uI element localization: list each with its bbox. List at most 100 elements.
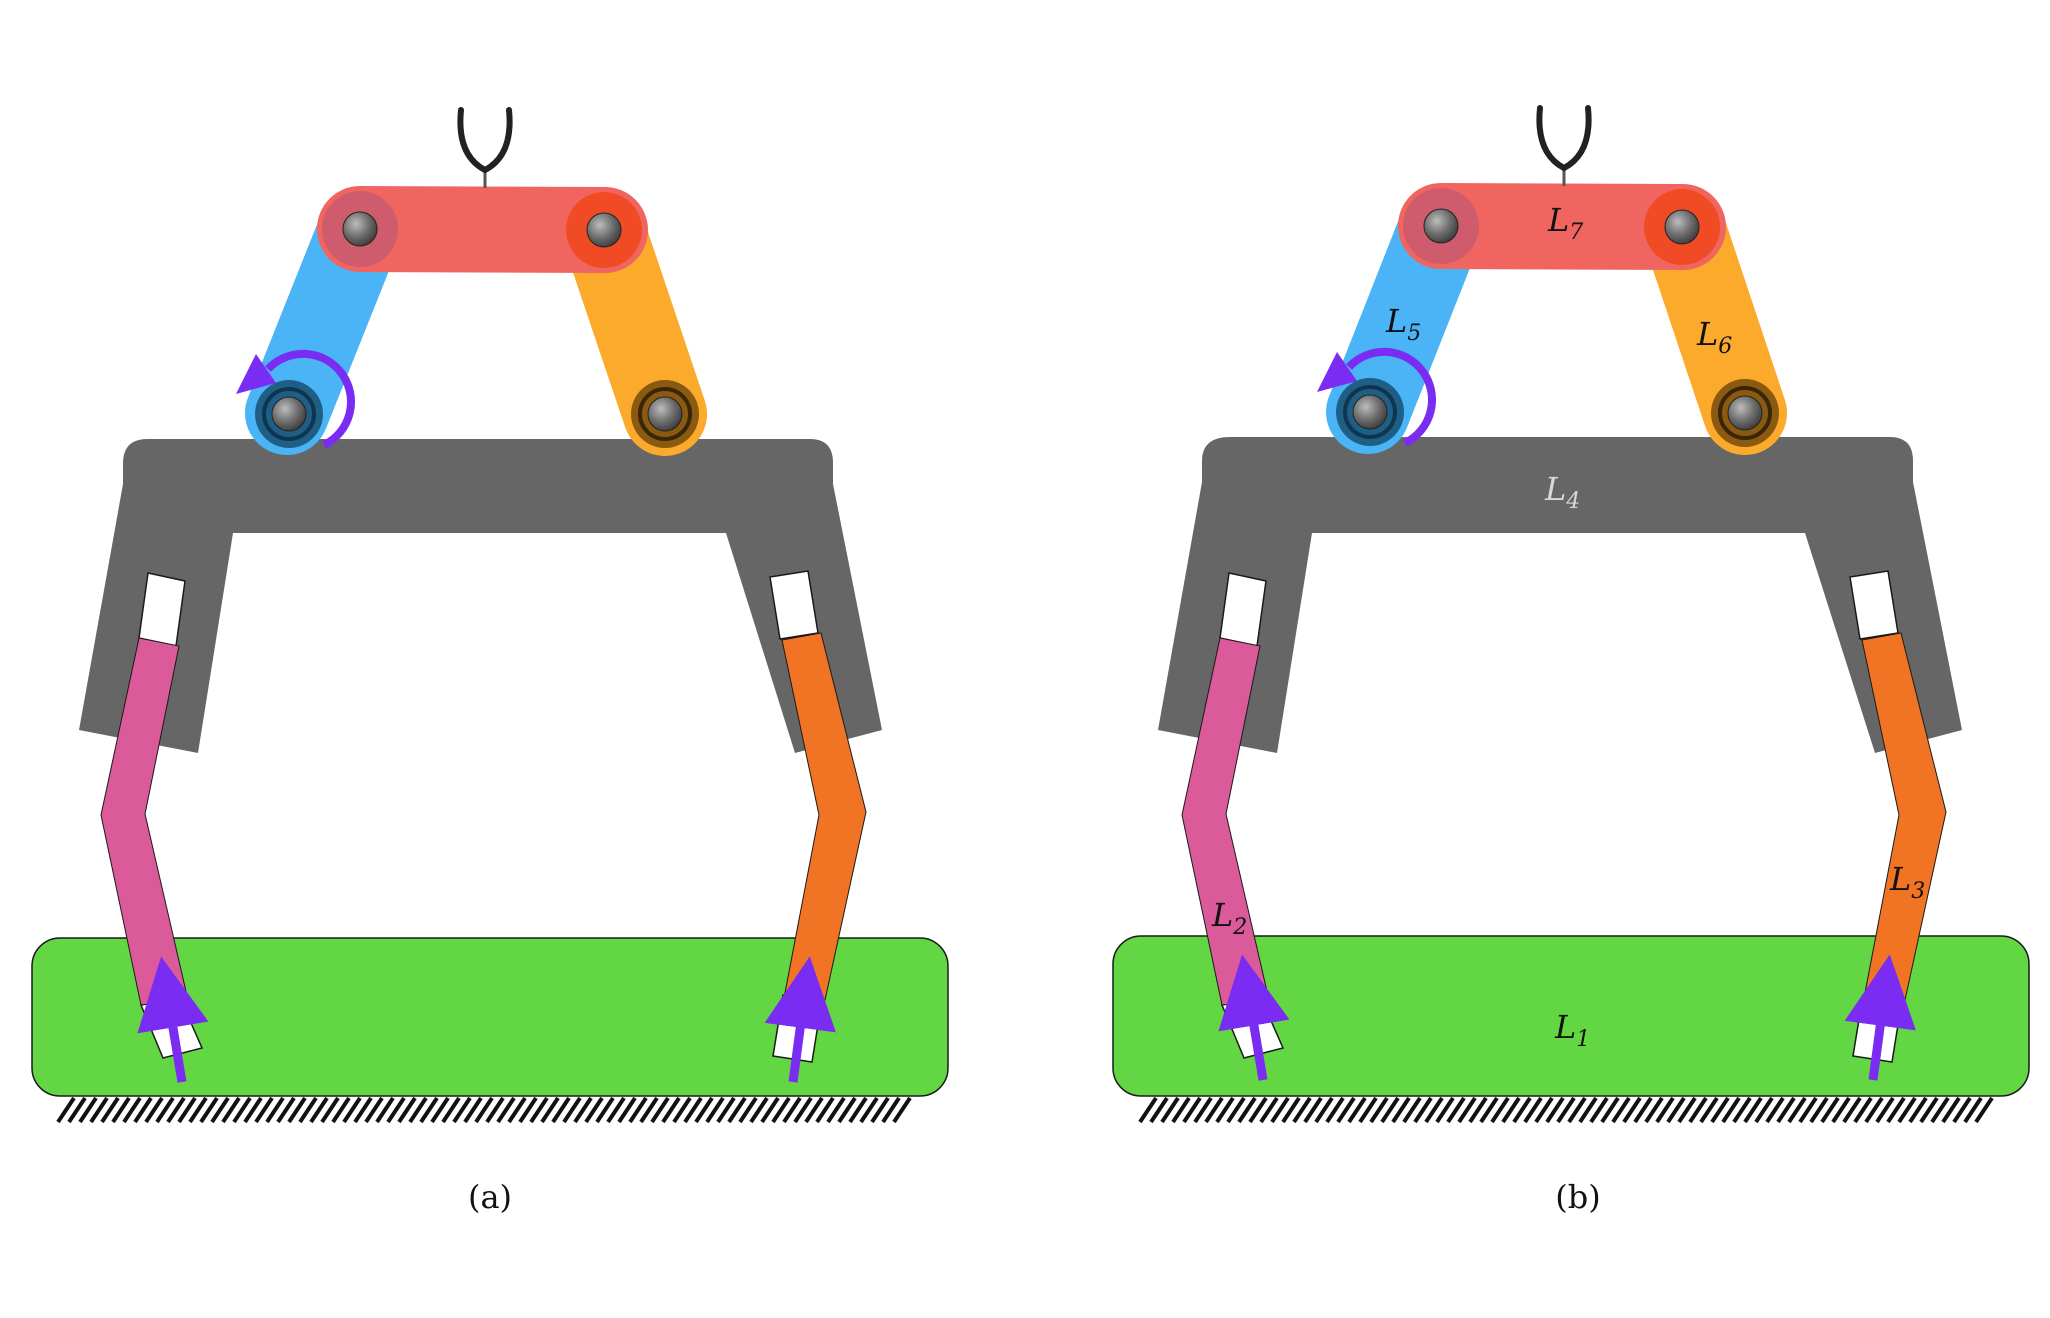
ground-hatch-stroke	[210, 1096, 230, 1124]
right-leg	[1844, 570, 1947, 1081]
right-leg-sleeve-top	[769, 570, 819, 640]
ground-hatch-stroke	[1743, 1096, 1763, 1124]
gripper-icon	[1536, 105, 1592, 186]
ground-hatch-stroke	[1270, 1096, 1290, 1124]
ground-hatch-stroke	[1820, 1096, 1840, 1124]
ground-hatch-stroke	[1160, 1096, 1180, 1124]
ground-hatch-stroke	[1523, 1096, 1543, 1124]
ground-hatch-stroke	[639, 1096, 659, 1124]
ground-hatch-stroke	[1754, 1096, 1774, 1124]
ground-hatch-stroke	[683, 1096, 703, 1124]
top-frame-link	[1158, 437, 1962, 753]
ground-hatch-stroke	[1732, 1096, 1752, 1124]
ground-hatch-stroke	[419, 1096, 439, 1124]
bearing-ring	[1718, 386, 1772, 440]
ground-hatch-stroke	[287, 1096, 307, 1124]
ground-hatch-stroke	[397, 1096, 417, 1124]
label-L4: L4	[1544, 470, 1580, 514]
ground-hatch-stroke	[1633, 1096, 1653, 1124]
ground-hatch-stroke	[1193, 1096, 1213, 1124]
red-link	[1398, 183, 1726, 270]
ground-hatch-stroke	[1787, 1096, 1807, 1124]
ground-hatch-stroke	[1215, 1096, 1235, 1124]
upper-linkage	[1317, 105, 1787, 455]
ground-hatch-stroke	[584, 1096, 604, 1124]
label-L2: L2	[1211, 896, 1247, 940]
ground-hatch-stroke	[1886, 1096, 1906, 1124]
ground-hatch-stroke	[155, 1096, 175, 1124]
ground-hatch-stroke	[1534, 1096, 1554, 1124]
ground-hatch-stroke	[1897, 1096, 1917, 1124]
ground-hatch-icon	[56, 1096, 912, 1124]
ground-hatch-stroke	[485, 1096, 505, 1124]
ground-hatch-stroke	[89, 1096, 109, 1124]
ground-hatch-stroke	[276, 1096, 296, 1124]
ground-hatch-stroke	[1600, 1096, 1620, 1124]
label-L3: L3	[1889, 860, 1925, 904]
ground-hatch-stroke	[617, 1096, 637, 1124]
ground-hatch-stroke	[243, 1096, 263, 1124]
panel-caption: (a)	[468, 1178, 512, 1216]
ground-hatch-stroke	[188, 1096, 208, 1124]
ground-hatch-stroke	[1402, 1096, 1422, 1124]
ground-hatch-stroke	[1842, 1096, 1862, 1124]
ground-hatch-stroke	[1490, 1096, 1510, 1124]
ground-hatch-stroke	[1963, 1096, 1983, 1124]
ground-hatch-stroke	[1677, 1096, 1697, 1124]
ground-hatch-stroke	[232, 1096, 252, 1124]
ground-hatch-stroke	[1666, 1096, 1686, 1124]
ground-hatch-stroke	[452, 1096, 472, 1124]
ground-hatch-stroke	[1776, 1096, 1796, 1124]
ground-hatch-stroke	[1919, 1096, 1939, 1124]
ground-hatch-stroke	[1721, 1096, 1741, 1124]
ground-hatch-stroke	[705, 1096, 725, 1124]
ground-hatch-stroke	[67, 1096, 87, 1124]
ground-hatch-stroke	[144, 1096, 164, 1124]
ground-hatch-stroke	[1864, 1096, 1884, 1124]
ground-hatch-stroke	[166, 1096, 186, 1124]
joint-icon	[342, 211, 378, 247]
panel-a: (a)	[31, 107, 949, 1216]
joint-icon	[647, 396, 683, 432]
ground-hatch-stroke	[1479, 1096, 1499, 1124]
ground-hatch-stroke	[1611, 1096, 1631, 1124]
ground-hatch-stroke	[496, 1096, 516, 1124]
ground-hatch-stroke	[441, 1096, 461, 1124]
joint-icon	[1727, 395, 1763, 431]
ground-hatch-stroke	[221, 1096, 241, 1124]
ground-hatch-stroke	[1941, 1096, 1961, 1124]
ground-hatch-stroke	[518, 1096, 538, 1124]
label-L5: L5	[1385, 302, 1421, 346]
ground-hatch-stroke	[782, 1096, 802, 1124]
ground-hatch-stroke	[1259, 1096, 1279, 1124]
ground-hatch-stroke	[1314, 1096, 1334, 1124]
ground-hatch-stroke	[1237, 1096, 1257, 1124]
ground-hatch-stroke	[1149, 1096, 1169, 1124]
ground-hatch-stroke	[1765, 1096, 1785, 1124]
ground-hatch-stroke	[309, 1096, 329, 1124]
ground-hatch-stroke	[1171, 1096, 1191, 1124]
left-leg	[100, 572, 209, 1083]
rotation-arrowhead	[236, 354, 276, 394]
ground-hatch-stroke	[1182, 1096, 1202, 1124]
joint-icon	[1423, 208, 1459, 244]
ground-hatch-stroke	[474, 1096, 494, 1124]
ground-hatch-stroke	[386, 1096, 406, 1124]
ground-hatch-stroke	[1699, 1096, 1719, 1124]
ground-hatch-stroke	[1556, 1096, 1576, 1124]
ground-hatch-stroke	[1908, 1096, 1928, 1124]
joint-icon	[1352, 394, 1388, 430]
label-L7: L7	[1547, 201, 1583, 245]
ground-hatch-stroke	[111, 1096, 131, 1124]
ground-hatch-stroke	[1501, 1096, 1521, 1124]
ground-hatch-stroke	[375, 1096, 395, 1124]
ground-hatch-stroke	[1391, 1096, 1411, 1124]
ground-hatch-stroke	[364, 1096, 384, 1124]
ground-hatch-stroke	[815, 1096, 835, 1124]
ground-hatch-stroke	[1457, 1096, 1477, 1124]
up-arrow-icon	[1218, 954, 1290, 1081]
ground-hatch-stroke	[1336, 1096, 1356, 1124]
ground-hatch-stroke	[1875, 1096, 1895, 1124]
ground-hatch-stroke	[826, 1096, 846, 1124]
ground-hatch-stroke	[1831, 1096, 1851, 1124]
